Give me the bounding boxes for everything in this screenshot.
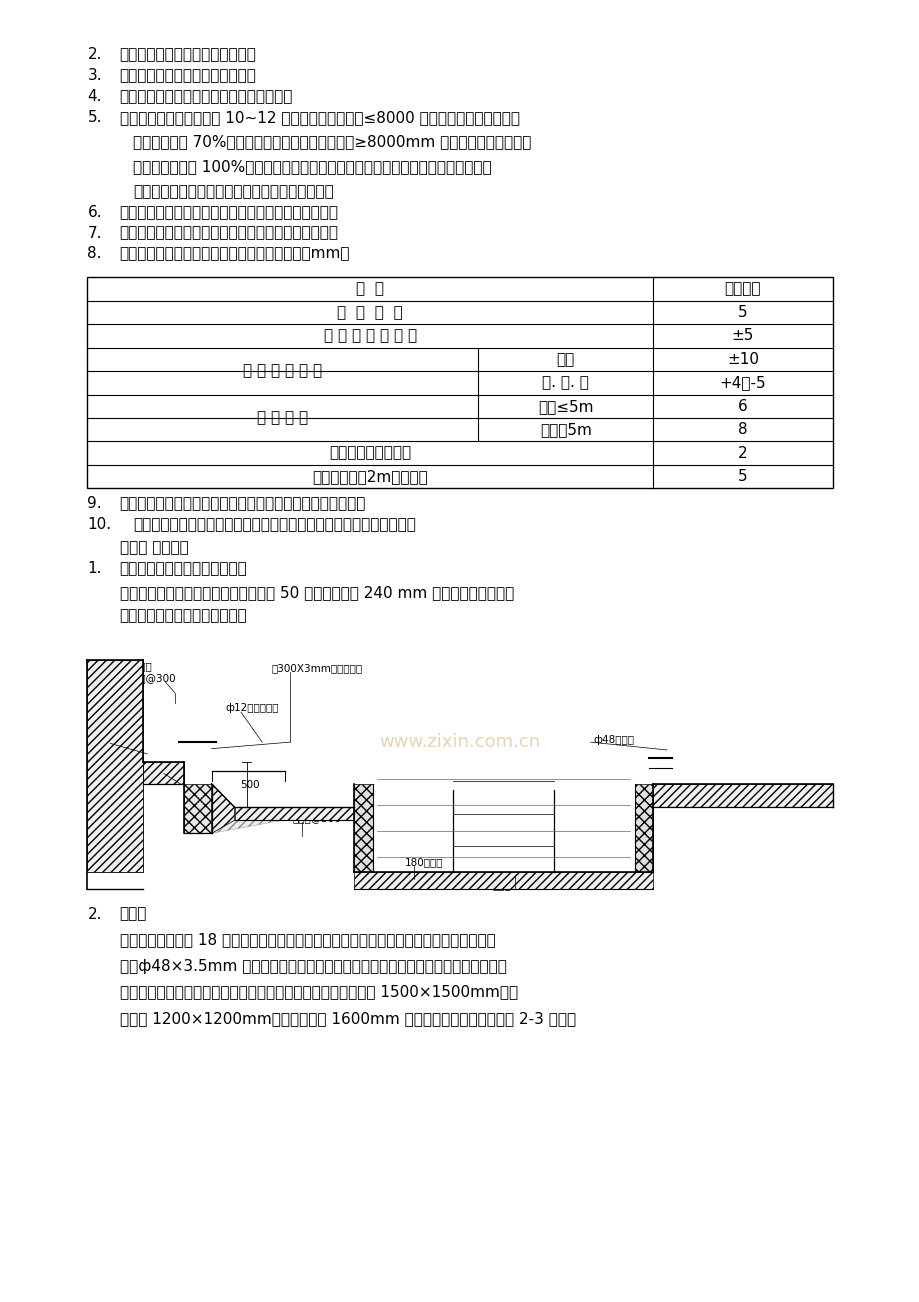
- Polygon shape: [211, 807, 354, 833]
- Text: 到设计强度的 70%以上后方可拆除；悬臂梁及跨度≥8000mm 的简支梁、板在砼强度: 到设计强度的 70%以上后方可拆除；悬臂梁及跨度≥8000mm 的简支梁、板在砼…: [133, 134, 531, 150]
- Text: 2: 2: [737, 445, 747, 461]
- Text: ф12止水拉螺杆: ф12止水拉螺杆: [225, 703, 278, 713]
- Text: 底 模 上 表 面 标 高: 底 模 上 表 面 标 高: [323, 328, 416, 344]
- Polygon shape: [652, 784, 832, 807]
- Text: 8.: 8.: [87, 246, 102, 262]
- Text: 模板接缝应严密，对局部缝隙较大的采用胶带纸封贴；: 模板接缝应严密，对局部缝隙较大的采用胶带纸封贴；: [119, 225, 338, 241]
- Text: 达到设计强度的 100%后方可拆除，施工中在施工现场作好试块，与结构砼同条件养: 达到设计强度的 100%后方可拆除，施工中在施工现场作好试块，与结构砼同条件养: [133, 159, 492, 174]
- Text: 500: 500: [240, 780, 260, 790]
- Polygon shape: [234, 807, 354, 820]
- Text: 砖胎膜及侧模支设方法如下图。: 砖胎膜及侧模支设方法如下图。: [119, 608, 247, 624]
- Text: 层 高 垂 直: 层 高 垂 直: [257, 410, 308, 426]
- Polygon shape: [184, 784, 211, 833]
- Text: 扫地杆。地库因层高较大，钢管支撑的立杆纵横向间距在板底为 1500×1500mm，在: 扫地杆。地库因层高较大，钢管支撑的立杆纵横向间距在板底为 1500×1500mm…: [119, 984, 517, 1000]
- Text: 5: 5: [737, 305, 747, 320]
- Text: 2.: 2.: [87, 47, 102, 62]
- Polygon shape: [211, 784, 234, 833]
- Text: 2.: 2.: [87, 906, 102, 922]
- Text: 采用ф48×3.5mm 钢管搭设室内满堂脚手架，钢管立杆下端加设可调支座，并设纵横: 采用ф48×3.5mm 钢管搭设室内满堂脚手架，钢管立杆下端加设可调支座，并设纵…: [119, 958, 506, 974]
- Text: 墙、柱模板在砼浇筑完后 10~12 小时即可拆除，跨度≤8000 的框架梁、板在砼强度达: 墙、柱模板在砼浇筑完后 10~12 小时即可拆除，跨度≤8000 的框架梁、板在…: [119, 109, 519, 125]
- Text: 砼垫块@500: 砼垫块@500: [292, 812, 341, 823]
- Text: 底板及电梯井坑、集水井坑支模: 底板及电梯井坑、集水井坑支模: [119, 561, 247, 577]
- Text: －300X3mm钢板止水带: －300X3mm钢板止水带: [271, 663, 362, 673]
- Polygon shape: [354, 872, 652, 889]
- Text: 相邻两板表面高低差: 相邻两板表面高低差: [329, 445, 411, 461]
- Text: 模板与砼的接触面应满涂隔离剂；: 模板与砼的接触面应满涂隔离剂；: [119, 47, 256, 62]
- Text: 为便于配模，采用 18 厚九夹板配置梁板模，以满足不同结构形状的配模要求。模板支撑均: 为便于配模，采用 18 厚九夹板配置梁板模，以满足不同结构形状的配模要求。模板支…: [119, 932, 494, 948]
- Text: 10.: 10.: [87, 517, 111, 533]
- Text: 基础: 基础: [556, 352, 574, 367]
- Polygon shape: [634, 784, 652, 872]
- Text: ±10: ±10: [726, 352, 758, 367]
- Text: 50x100木坊梁@300: 50x100木坊梁@300: [88, 673, 176, 684]
- Text: 砼浇筑的同时，须设专职木工维护模板，确保模板的设计尺寸不变形。: 砼浇筑的同时，须设专职木工维护模板，确保模板的设计尺寸不变形。: [133, 517, 415, 533]
- Text: 充许偏差: 充许偏差: [724, 281, 760, 297]
- Text: 4.: 4.: [87, 89, 102, 104]
- Text: 6.: 6.: [87, 204, 102, 220]
- Text: 9.: 9.: [87, 496, 102, 512]
- Text: 1.: 1.: [87, 561, 102, 577]
- Text: 柱模板底部应留有清扫孔，待有垃圾清扫后，砼浇筑前封严。: 柱模板底部应留有清扫孔，待有垃圾清扫后，砼浇筑前封严。: [119, 496, 366, 512]
- Text: 全高＞5m: 全高＞5m: [539, 422, 591, 437]
- Text: 组拼箱或木枋封堵: 组拼箱或木枋封堵: [86, 766, 136, 776]
- Polygon shape: [87, 660, 142, 872]
- Text: 截 面 内 部 尺 寸: 截 面 内 部 尺 寸: [243, 363, 323, 379]
- Text: 护，根据试压结果砼强度，确定具体的拆模时间。: 护，根据试压结果砼强度，确定具体的拆模时间。: [133, 184, 334, 199]
- Text: 现浇结构模板安装的允许偏差见下表：（单位：mm）: 现浇结构模板安装的允许偏差见下表：（单位：mm）: [119, 246, 350, 262]
- Text: 7.: 7.: [87, 225, 102, 241]
- Text: 梁板模: 梁板模: [119, 906, 147, 922]
- Polygon shape: [142, 762, 184, 784]
- Text: （二） 模板体系: （二） 模板体系: [119, 540, 188, 556]
- Text: +4、-5: +4、-5: [719, 375, 766, 391]
- Text: 砼垫层: 砼垫层: [492, 880, 510, 891]
- Polygon shape: [354, 784, 372, 872]
- Text: 8: 8: [737, 422, 747, 437]
- Text: 项  目: 项 目: [356, 281, 384, 297]
- Text: 5: 5: [737, 469, 747, 484]
- Text: 柱. 墙. 梁: 柱. 墙. 梁: [542, 375, 588, 391]
- Text: 全高≤5m: 全高≤5m: [538, 398, 593, 414]
- Text: 表相面平整（2m长度上）: 表相面平整（2m长度上）: [312, 469, 427, 484]
- Text: 180砖砌层: 180砖砌层: [404, 857, 443, 867]
- Text: 梁底为 1200×1200mm，在距离楼面 1600mm 处设第一道水平杆，并加设 2-3 道水平: 梁底为 1200×1200mm，在距离楼面 1600mm 处设第一道水平杆，并加…: [119, 1010, 575, 1026]
- Text: 6: 6: [737, 398, 747, 414]
- Text: ф48钢管箍: ф48钢管箍: [593, 734, 634, 745]
- Text: 按规范要求留置浇捣孔、清扫孔；: 按规范要求留置浇捣孔、清扫孔；: [119, 68, 256, 83]
- Text: 电梯井坑、集水井坑采用在砼垫层上用 50 号水泥砂浆砌 240 mm 厚砖膜作侧模，底板: 电梯井坑、集水井坑采用在砼垫层上用 50 号水泥砂浆砌 240 mm 厚砖膜作侧…: [119, 585, 514, 600]
- Text: 浇筑砼前用水湿润木模板，但不得有积水；: 浇筑砼前用水湿润木模板，但不得有积水；: [119, 89, 292, 104]
- Text: 轴  线  位  置: 轴 线 位 置: [337, 305, 403, 320]
- Bar: [87, 277, 832, 488]
- Text: 上支板: 上支板: [133, 661, 152, 672]
- Text: www.zixin.com.cn: www.zixin.com.cn: [379, 733, 540, 751]
- Text: 顿端面: 顿端面: [90, 734, 108, 745]
- Text: 5.: 5.: [87, 109, 102, 125]
- Text: 上层梁板施工时应保证下面一层的模板及支撑未拆除；: 上层梁板施工时应保证下面一层的模板及支撑未拆除；: [119, 204, 338, 220]
- Text: ±5: ±5: [731, 328, 754, 344]
- Text: 3.: 3.: [87, 68, 102, 83]
